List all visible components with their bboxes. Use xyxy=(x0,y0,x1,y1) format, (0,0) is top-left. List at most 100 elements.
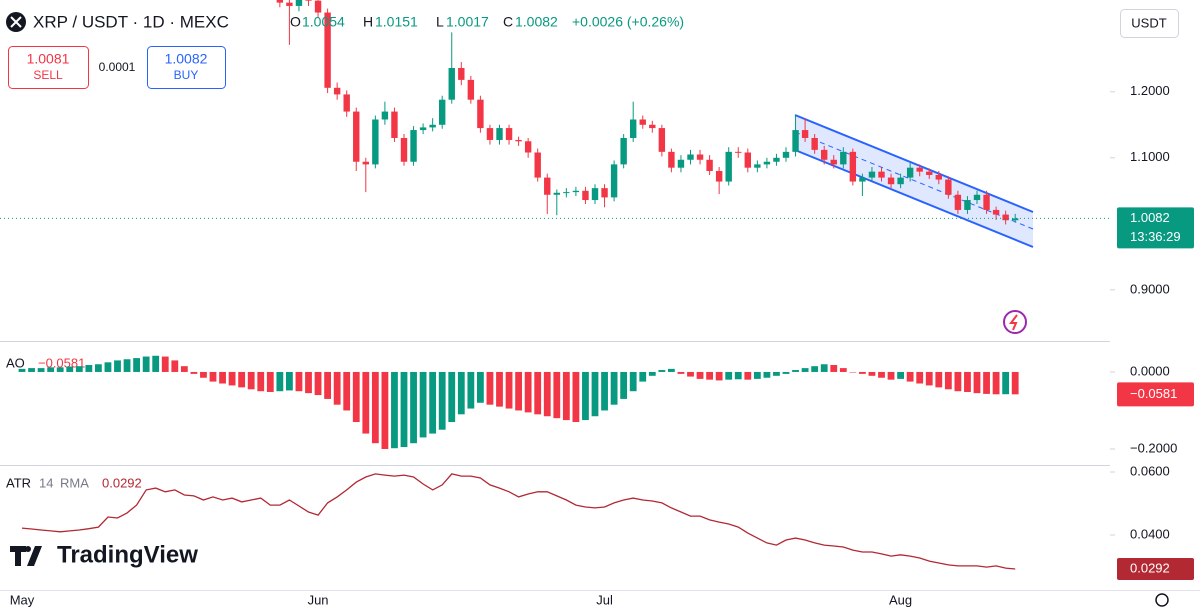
atr-legend-name: ATR xyxy=(6,475,31,490)
x-tick-label: Aug xyxy=(889,592,912,607)
ao-bar xyxy=(333,371,341,405)
ao-bar xyxy=(286,371,293,391)
currency[interactable]: USDT xyxy=(1131,15,1166,30)
ao-bar xyxy=(28,368,35,372)
ao-bar xyxy=(801,368,809,372)
candle-body xyxy=(381,111,389,120)
ao-bar xyxy=(553,371,561,419)
spread: 0.0001 xyxy=(99,60,136,74)
channel-lower xyxy=(794,149,1034,248)
settings-icon[interactable] xyxy=(1155,593,1169,607)
atr-line xyxy=(21,473,1016,570)
candle-body xyxy=(725,151,732,182)
ao-legend-value: −0.0581 xyxy=(38,355,85,370)
ao-bar xyxy=(849,371,857,373)
ao-bar xyxy=(687,371,694,377)
y-tick-label: 1.2000 xyxy=(1130,83,1170,98)
candle-body xyxy=(1002,214,1009,221)
last-price-box xyxy=(1117,207,1194,249)
y-tick-label: −0.2000 xyxy=(1130,440,1177,455)
candle-body xyxy=(639,119,646,125)
ao-bar xyxy=(391,371,398,449)
ao-bar xyxy=(658,370,666,372)
watermark-logo xyxy=(25,546,31,552)
candle-body xyxy=(477,99,484,129)
candle-body xyxy=(811,137,818,150)
ao-bar xyxy=(572,371,580,423)
ao-bar xyxy=(677,371,685,374)
ao-bar xyxy=(897,371,904,379)
ao-bar xyxy=(734,371,742,380)
ao-bar xyxy=(878,371,885,378)
ao-bar xyxy=(782,371,790,374)
ao-bar xyxy=(448,371,456,423)
candle-body xyxy=(515,139,522,142)
ao-bar xyxy=(47,367,55,372)
y-tick-label: 0.9000 xyxy=(1130,281,1170,296)
ao-bar xyxy=(324,371,331,399)
x-tick-label: Jun xyxy=(308,592,329,607)
ao-bar xyxy=(438,371,446,430)
sell-price[interactable]: 1.0081 xyxy=(27,51,70,67)
ao-bar xyxy=(104,362,112,372)
candle-body xyxy=(906,167,914,178)
ao-bar xyxy=(916,371,924,384)
candle-body xyxy=(859,177,866,182)
ao-bar xyxy=(343,371,351,411)
candle-body xyxy=(754,164,761,168)
ao-bar xyxy=(696,371,704,379)
buy-label[interactable]: BUY xyxy=(174,68,199,82)
ao-bar xyxy=(954,371,962,392)
ao-bar xyxy=(486,371,494,405)
ao-bar xyxy=(973,371,981,394)
ao-bar xyxy=(247,371,255,390)
candle-body xyxy=(916,167,923,172)
candle-body xyxy=(735,151,742,153)
ao-bar xyxy=(200,371,207,378)
atr-legend-value: 0.0292 xyxy=(102,475,142,490)
candle-body xyxy=(715,170,723,182)
candle-body xyxy=(763,161,771,165)
ao-bar xyxy=(515,371,522,411)
candle-body xyxy=(496,128,503,140)
ao-bar xyxy=(266,371,274,392)
ao-bar xyxy=(906,371,914,382)
sell-label[interactable]: SELL xyxy=(33,68,63,82)
ao-bar xyxy=(543,371,551,417)
candle-body xyxy=(362,161,369,165)
candle-body xyxy=(840,151,847,165)
ao-bar xyxy=(457,371,465,415)
sell-button[interactable] xyxy=(8,46,89,89)
buy-button[interactable] xyxy=(147,46,226,89)
ao-bar xyxy=(601,371,608,411)
candle-body xyxy=(524,141,532,153)
ao-bar xyxy=(95,364,102,372)
candle-body xyxy=(677,159,685,168)
currency-button[interactable] xyxy=(1120,9,1179,38)
ohlc-value: 1.0054 xyxy=(302,14,345,30)
watermark-logo xyxy=(10,546,42,566)
last-value-label: −0.0581 xyxy=(1130,386,1177,401)
ao-bar xyxy=(276,371,284,392)
ohlc-value: 1.0017 xyxy=(446,14,489,30)
candle-body xyxy=(572,190,580,193)
symbol[interactable]: XRP / USDT · 1D · MEXC xyxy=(33,12,229,31)
y-tick-label: 0.0000 xyxy=(1130,363,1170,378)
candle-body xyxy=(276,0,284,3)
candle-body xyxy=(343,94,350,112)
candle-body xyxy=(773,157,780,162)
watermark: TradingView xyxy=(57,541,198,568)
last-value-label: 0.0292 xyxy=(1130,560,1170,575)
candle-body xyxy=(658,128,666,152)
buy-price[interactable]: 1.0082 xyxy=(165,51,208,67)
ao-bar xyxy=(610,371,618,405)
ao-bar xyxy=(209,371,217,382)
ao-bar xyxy=(639,371,647,382)
ao-bar xyxy=(400,371,408,448)
candle-body xyxy=(448,68,455,100)
ao-bar xyxy=(114,360,121,372)
ao-bar xyxy=(811,366,819,372)
ao-bar xyxy=(161,356,169,372)
ohlc-key: H xyxy=(363,14,373,30)
